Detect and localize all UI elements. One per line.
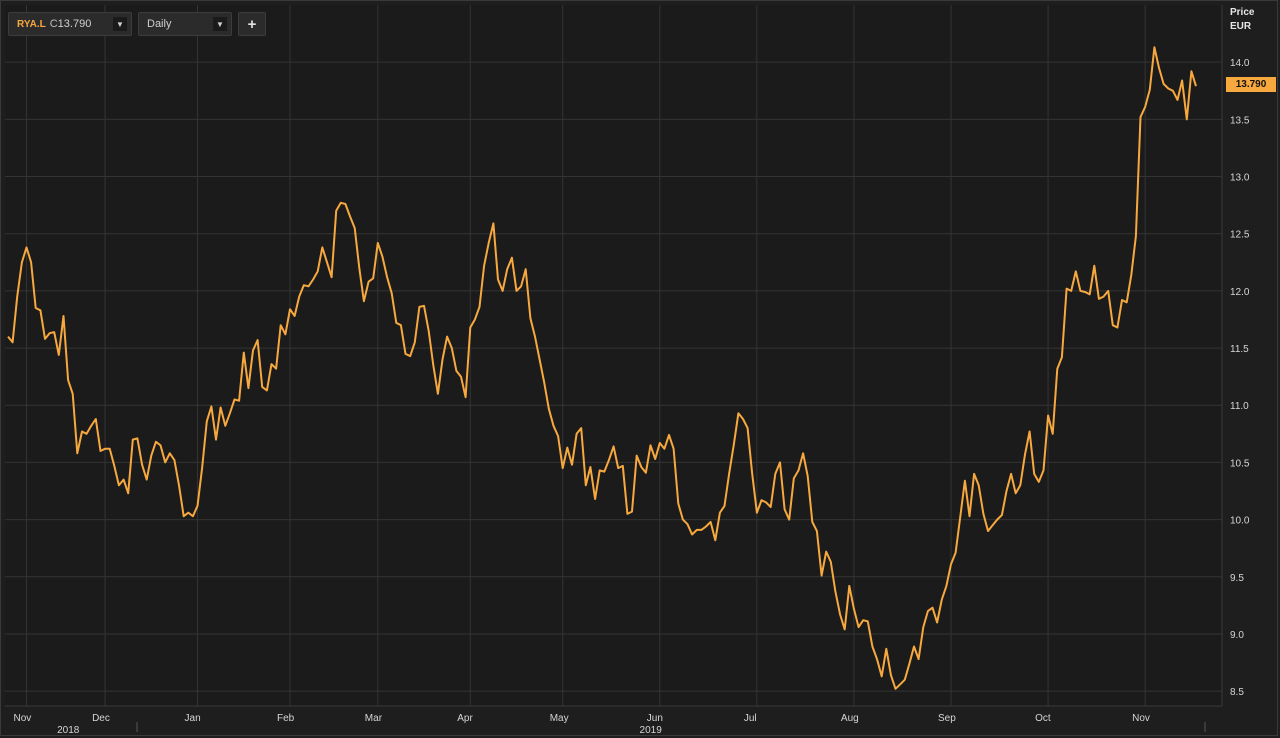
interval-label: Daily <box>147 18 172 30</box>
chevron-down-icon[interactable]: ▼ <box>213 17 227 31</box>
y-tick-label: 10.5 <box>1230 458 1250 469</box>
y-tick-label: 12.0 <box>1230 287 1250 298</box>
y-tick-label: 14.0 <box>1230 58 1250 69</box>
chart-toolbar: RYA.L C 13.790 ▼ Daily ▼ + <box>8 12 266 38</box>
close-value: 13.790 <box>57 18 92 30</box>
y-tick-label: 11.5 <box>1230 344 1249 355</box>
y-tick-label: 10.0 <box>1230 516 1250 527</box>
x-tick-label: May <box>550 713 569 724</box>
x-tick-label: Apr <box>457 713 473 724</box>
x-tick-label: Jul <box>744 713 757 724</box>
x-tick-label: Oct <box>1035 713 1051 724</box>
price-axis-header: Price EUR <box>1230 6 1254 34</box>
add-button[interactable]: + <box>238 12 266 36</box>
y-tick-label: 9.0 <box>1230 630 1244 641</box>
y-tick-label: 11.0 <box>1230 401 1249 412</box>
y-tick-label: 13.5 <box>1230 115 1250 126</box>
x-tick-label: Dec <box>92 713 110 724</box>
y-tick-label: 8.5 <box>1230 687 1244 698</box>
x-tick-label: Jan <box>185 713 201 724</box>
x-tick-label: Sep <box>938 713 956 724</box>
x-tick-label: Nov <box>13 713 31 724</box>
symbol-ric: RYA.L <box>17 18 46 30</box>
x-tick-label: Jun <box>647 713 663 724</box>
price-series-line <box>7 46 1197 690</box>
close-prefix: C <box>49 18 58 30</box>
plus-icon: + <box>247 15 257 33</box>
y-tick-label: 13.0 <box>1230 173 1250 184</box>
price-axis-title: Price <box>1230 7 1255 18</box>
x-tick-label: Aug <box>841 713 859 724</box>
price-axis-currency: EUR <box>1230 21 1252 32</box>
plot-area[interactable] <box>5 5 1222 706</box>
y-tick-label: 9.5 <box>1230 573 1244 584</box>
symbol-selector[interactable]: RYA.L C 13.790 ▼ <box>8 12 132 36</box>
x-tick-label: Mar <box>365 713 383 724</box>
x-tick-label: Feb <box>277 713 295 724</box>
last-price-tag: 13.790 <box>1226 77 1276 92</box>
x-tick-label: Nov <box>1132 713 1150 724</box>
interval-selector[interactable]: Daily ▼ <box>138 12 232 36</box>
chevron-down-icon[interactable]: ▼ <box>113 17 127 31</box>
x-year-label: 2019 <box>640 725 663 736</box>
y-tick-label: 12.5 <box>1230 230 1250 241</box>
x-year-label: 2018 <box>57 725 80 736</box>
